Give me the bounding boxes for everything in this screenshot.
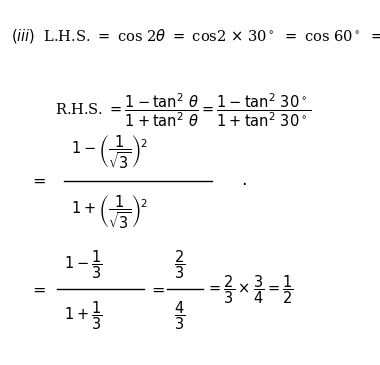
- Text: $1 - \dfrac{1}{3}$: $1 - \dfrac{1}{3}$: [64, 249, 103, 281]
- Text: $=$: $=$: [30, 281, 46, 298]
- Text: $=$: $=$: [30, 172, 46, 189]
- Text: R.H.S. $= \dfrac{1 - \tan^2\,\theta}{1 + \tan^2\,\theta} = \dfrac{1 - \tan^2\,30: R.H.S. $= \dfrac{1 - \tan^2\,\theta}{1 +…: [55, 91, 312, 129]
- Text: $1 + \left(\dfrac{1}{\sqrt{3}}\right)^{\!2}$: $1 + \left(\dfrac{1}{\sqrt{3}}\right)^{\…: [71, 193, 148, 231]
- Text: $= \dfrac{2}{3} \times \dfrac{3}{4} = \dfrac{1}{2}$: $= \dfrac{2}{3} \times \dfrac{3}{4} = \d…: [206, 273, 294, 306]
- Text: $\dfrac{2}{3}$: $\dfrac{2}{3}$: [174, 249, 185, 281]
- Text: $1 - \left(\dfrac{1}{\sqrt{3}}\right)^{\!2}$: $1 - \left(\dfrac{1}{\sqrt{3}}\right)^{\…: [71, 134, 148, 172]
- Text: $\dfrac{4}{3}$: $\dfrac{4}{3}$: [174, 299, 185, 332]
- Text: $=$: $=$: [148, 281, 165, 298]
- Text: $.$: $.$: [241, 172, 247, 189]
- Text: $(iii)$  L.H.S. $=$ cos 2$\theta$ $=$ cos2 $\times$ 30$^\circ$ $=$ cos 60$^\circ: $(iii)$ L.H.S. $=$ cos 2$\theta$ $=$ cos…: [11, 21, 380, 54]
- Text: $1 + \dfrac{1}{3}$: $1 + \dfrac{1}{3}$: [64, 299, 103, 332]
